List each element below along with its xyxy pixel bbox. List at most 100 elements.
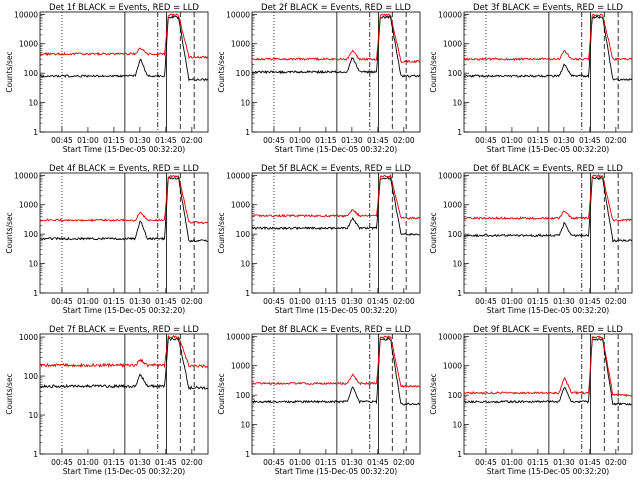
y-axis-label: Counts/sec [217,212,226,253]
panel-title: Det 5f BLACK = Events, RED = LLD [261,164,411,174]
panel-det-2: Det 2f BLACK = Events, RED = LLD 1 10 100 10… [217,3,421,154]
x-tick-label: 01:15 [103,136,125,145]
x-tick-label: 02:00 [393,458,415,467]
y-axis-label: Counts/sec [217,51,226,92]
lld-series-line [251,13,421,64]
y-axis-label: Counts/sec [5,212,14,253]
plot-frame [39,333,209,455]
y-tick-label: 100 [24,69,39,78]
y-tick-label: 10000 [438,171,462,180]
x-axis-label: Start Time (15-Dec-05 00:32:20) [275,467,397,476]
lld-series-line [463,335,633,397]
panel-title: Det 2f BLACK = Events, RED = LLD [261,3,411,13]
x-tick-label: 01:15 [527,297,549,306]
x-tick-label: 02:00 [605,458,627,467]
x-tick-label: 01:00 [289,458,311,467]
x-tick-label: 01:45 [155,136,177,145]
x-tick-label: 01:15 [527,136,549,145]
y-tick-label: 10000 [226,10,250,19]
y-tick-label: 10 [28,99,38,108]
y-tick-label: 1 [33,128,38,137]
y-tick-label: 10000 [14,171,38,180]
x-tick-label: 00:45 [475,136,497,145]
panel-det-7: Det 7f BLACK = Events, RED = LLD 1 10 100 10… [5,325,209,476]
lld-series-line [39,334,209,369]
panel-title: Det 1f BLACK = Events, RED = LLD [49,3,199,13]
y-tick-label: 10 [240,260,250,269]
x-tick-label: 01:45 [367,297,389,306]
x-axis-label: Start Time (15-Dec-05 00:32:20) [275,145,397,154]
events-series-line [39,15,209,82]
lld-series-line [463,173,633,222]
x-tick-label: 01:00 [77,136,99,145]
y-tick-label: 100 [236,69,251,78]
x-tick-label: 01:30 [341,458,363,467]
lld-series-line [251,335,421,389]
x-tick-label: 00:45 [263,297,285,306]
x-tick-label: 01:15 [103,297,125,306]
plot-frame [39,11,209,133]
x-tick-label: 02:00 [181,297,203,306]
y-tick-label: 100 [448,230,463,239]
y-tick-label: 1000 [231,201,250,210]
y-tick-label: 1 [33,289,38,298]
x-axis-label: Start Time (15-Dec-05 00:32:20) [63,145,185,154]
y-tick-label: 10 [452,260,462,269]
x-tick-label: 02:00 [605,297,627,306]
panel-det-8: Det 8f BLACK = Events, RED = LLD 1 10 100 10… [217,325,421,476]
y-axis-label: Counts/sec [5,51,14,92]
x-tick-label: 01:30 [553,136,575,145]
events-series-line [463,176,633,243]
y-tick-label: 10000 [438,10,462,19]
lld-series-line [39,13,209,59]
panel-det-3: Det 3f BLACK = Events, RED = LLD 1 10 100 10… [429,3,633,154]
x-tick-label: 02:00 [605,136,627,145]
events-series-line [251,176,421,236]
lld-series-line [251,174,421,220]
events-series-line [39,337,209,391]
y-tick-label: 10 [28,260,38,269]
events-series-line [39,176,209,243]
y-tick-label: 1000 [19,333,38,342]
y-axis-label: Counts/sec [429,51,438,92]
x-tick-label: 01:15 [315,136,337,145]
x-tick-label: 01:30 [129,136,151,145]
panel-det-9: Det 9f BLACK = Events, RED = LLD 1 10 100 10… [429,325,633,476]
x-tick-label: 01:15 [103,458,125,467]
y-tick-label: 10000 [226,332,250,341]
plot-frame [39,172,209,294]
y-axis-label: Counts/sec [217,373,226,414]
x-tick-label: 01:00 [501,297,523,306]
y-tick-label: 100 [236,230,251,239]
panel-det-5: Det 5f BLACK = Events, RED = LLD 1 10 100 10… [217,164,421,315]
y-tick-label: 1000 [231,40,250,49]
lld-series-line [39,174,209,225]
x-tick-label: 00:45 [51,458,73,467]
x-tick-label: 01:30 [129,297,151,306]
x-tick-label: 01:30 [553,458,575,467]
x-tick-label: 01:00 [77,458,99,467]
y-tick-label: 1 [457,289,462,298]
y-tick-label: 1 [245,289,250,298]
panel-title: Det 8f BLACK = Events, RED = LLD [261,325,411,335]
y-tick-label: 10000 [14,10,38,19]
panel-det-6: Det 6f BLACK = Events, RED = LLD 1 10 100 10… [429,164,633,315]
x-tick-label: 00:45 [263,458,285,467]
y-axis-label: Counts/sec [429,212,438,253]
y-tick-label: 1000 [19,201,38,210]
y-tick-label: 100 [448,391,463,400]
y-tick-label: 10000 [438,332,462,341]
x-tick-label: 02:00 [181,136,203,145]
x-tick-label: 00:45 [51,136,73,145]
plot-frame [251,333,421,455]
x-tick-label: 01:45 [579,297,601,306]
y-axis-label: Counts/sec [429,373,438,414]
x-axis-label: Start Time (15-Dec-05 00:32:20) [275,306,397,315]
plot-frame [463,172,633,294]
panel-title: Det 7f BLACK = Events, RED = LLD [49,325,199,335]
y-tick-label: 1 [457,128,462,137]
panel-det-1: Det 1f BLACK = Events, RED = LLD 1 10 100 10… [5,3,209,154]
plot-frame [463,333,633,455]
x-axis-label: Start Time (15-Dec-05 00:32:20) [487,145,609,154]
panel-title: Det 6f BLACK = Events, RED = LLD [473,164,623,174]
